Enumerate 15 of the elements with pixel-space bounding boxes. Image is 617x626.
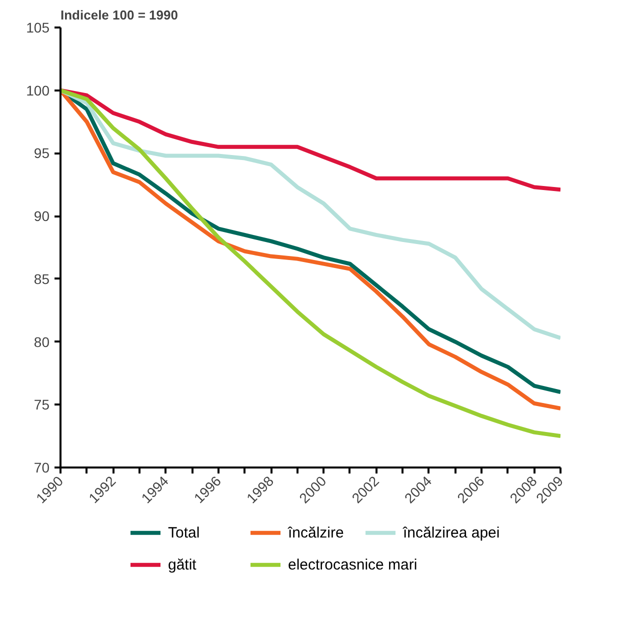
y-tick-label: 90: [34, 208, 50, 224]
y-tick-label: 75: [34, 396, 50, 413]
y-tick-label: 100: [26, 82, 50, 98]
legend-label: Total: [168, 524, 200, 542]
legend-label: încălzirea apei: [402, 524, 500, 542]
legend-label: încălzire: [287, 524, 344, 542]
y-tick-label: 70: [34, 460, 50, 476]
legend-label: gătit: [168, 556, 198, 574]
legend-label: electrocasnice mari: [288, 556, 418, 574]
y-tick-label: 105: [26, 20, 50, 36]
y-tick-label: 95: [34, 145, 50, 162]
y-tick-label: 80: [34, 334, 50, 350]
y-tick-label: 85: [34, 270, 50, 287]
chart-title: Indicele 100 = 1990: [60, 8, 178, 22]
line-series: [60, 88, 560, 192]
